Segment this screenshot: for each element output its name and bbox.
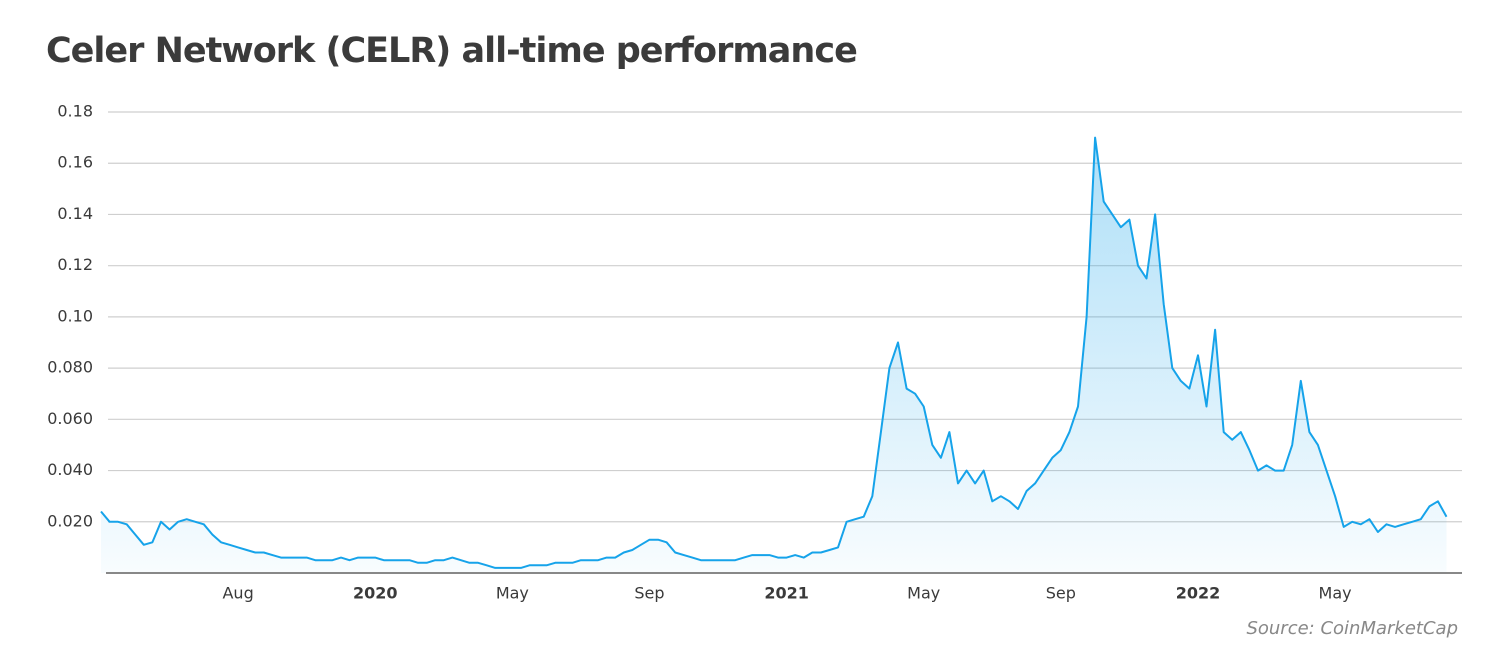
- y-tick-label: 0.020: [47, 511, 93, 530]
- price-line: [100, 136, 1448, 569]
- y-tick-label: 0.12: [57, 255, 93, 274]
- x-tick-label: May: [1319, 584, 1352, 603]
- y-tick-label: 0.14: [57, 204, 93, 223]
- source-note: Source: CoinMarketCap: [1246, 618, 1458, 639]
- area: [101, 137, 1447, 573]
- x-tick-label: Sep: [1046, 584, 1076, 603]
- x-tick-label: 2020: [353, 584, 398, 603]
- y-tick-label: 0.10: [57, 306, 93, 325]
- y-tick-label: 0.18: [57, 102, 93, 121]
- x-tick-label: 2021: [764, 584, 809, 603]
- x-tick-label: May: [496, 584, 529, 603]
- y-tick-label: 0.040: [47, 460, 93, 479]
- y-tick-label: 0.16: [57, 153, 93, 172]
- x-tick-label: 2022: [1176, 584, 1221, 603]
- y-tick-label: 0.060: [47, 409, 93, 428]
- x-tick-label: May: [907, 584, 940, 603]
- x-tick-label: Sep: [634, 584, 664, 603]
- chart-title: Celer Network (CELR) all-time performanc…: [46, 31, 857, 71]
- x-tick-label: Aug: [222, 584, 253, 603]
- y-tick-label: 0.080: [47, 358, 93, 377]
